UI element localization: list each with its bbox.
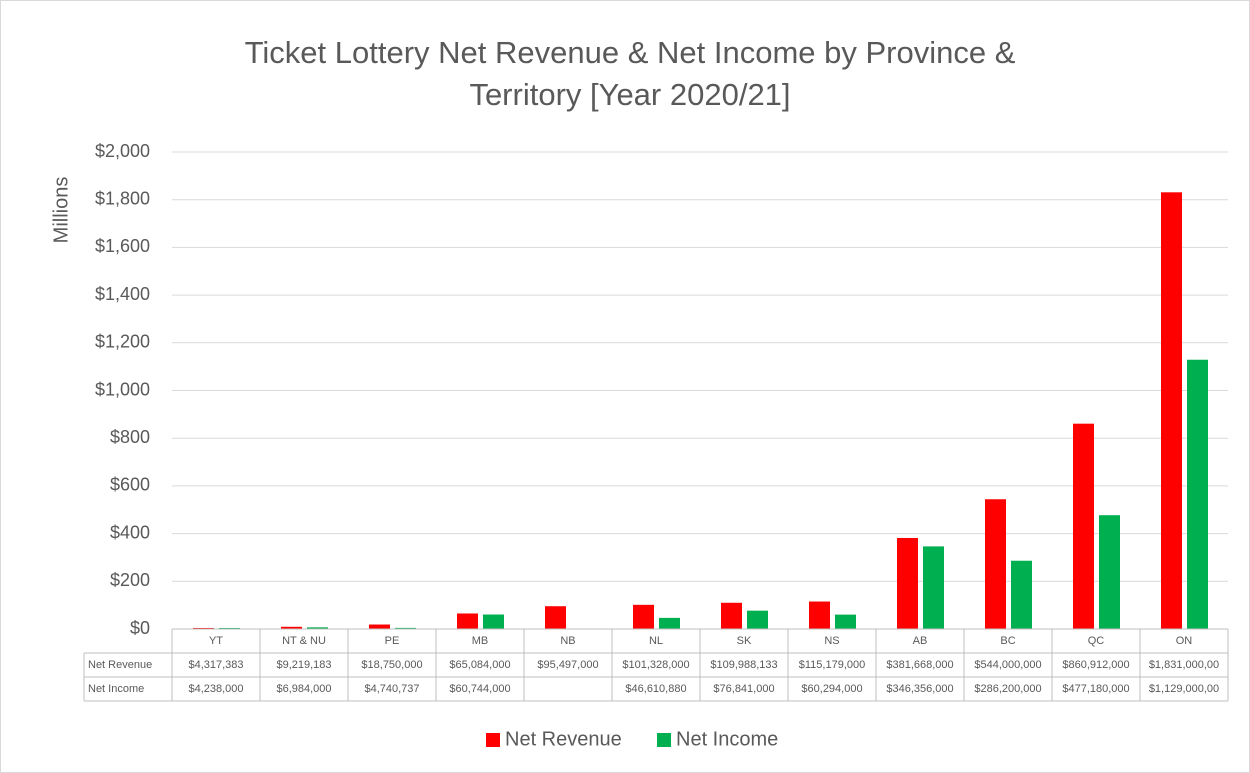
- x-tick-label: YT: [209, 635, 223, 647]
- x-tick-label: NB: [560, 635, 575, 647]
- table-row-label: Net Income: [88, 683, 144, 695]
- legend-label: Net Revenue: [505, 728, 622, 750]
- data-label: $544,000,000: [974, 659, 1041, 671]
- bar: [307, 627, 328, 629]
- y-tick-label: $2,000: [95, 141, 150, 161]
- bar: [369, 624, 390, 629]
- y-tick-label: $1,600: [95, 236, 150, 256]
- y-tick-label: $400: [110, 522, 150, 542]
- bar: [809, 601, 830, 629]
- x-tick-label: ON: [1176, 635, 1193, 647]
- x-tick-label: NS: [824, 635, 839, 647]
- data-label: $60,294,000: [801, 683, 862, 695]
- bar: [897, 537, 918, 629]
- data-label: $101,328,000: [622, 659, 689, 671]
- y-tick-label: $1,200: [95, 332, 150, 352]
- legend-swatch: [486, 733, 500, 747]
- data-label: $65,084,000: [449, 659, 510, 671]
- chart-title: Ticket Lottery Net Revenue & Net Income …: [245, 35, 1016, 70]
- data-label: $860,912,000: [1062, 659, 1129, 671]
- chart-title: Territory [Year 2020/21]: [469, 77, 790, 112]
- bar: [193, 627, 214, 629]
- legend-label: Net Income: [676, 728, 778, 750]
- y-tick-label: $1,400: [95, 284, 150, 304]
- bar: [1099, 515, 1120, 629]
- bar: [1187, 359, 1208, 629]
- bar: [923, 546, 944, 629]
- y-tick-label: $200: [110, 570, 150, 590]
- data-label: $4,317,383: [188, 659, 243, 671]
- bar: [721, 602, 742, 629]
- x-tick-label: QC: [1088, 635, 1105, 647]
- data-label: $95,497,000: [537, 659, 598, 671]
- bar: [1073, 423, 1094, 629]
- y-tick-label: $800: [110, 427, 150, 447]
- x-tick-label: MB: [472, 635, 489, 647]
- x-tick-label: NL: [649, 635, 663, 647]
- y-tick-label: $0: [130, 618, 150, 638]
- y-tick-label: $1,800: [95, 188, 150, 208]
- data-label: $60,744,000: [449, 683, 510, 695]
- bar: [281, 626, 302, 629]
- x-tick-label: SK: [737, 635, 752, 647]
- data-label: $18,750,000: [361, 659, 422, 671]
- bar: [457, 613, 478, 629]
- data-label: $9,219,183: [276, 659, 331, 671]
- legend-swatch: [657, 733, 671, 747]
- table-row-label: Net Revenue: [88, 659, 152, 671]
- data-label: $115,179,000: [799, 659, 865, 671]
- bar: [747, 610, 768, 629]
- data-label: $76,841,000: [713, 683, 774, 695]
- x-tick-label: NT & NU: [282, 635, 326, 647]
- bar: [219, 627, 240, 629]
- data-label: $1,129,000,00: [1149, 683, 1219, 695]
- data-label: $477,180,000: [1062, 683, 1129, 695]
- data-label: $286,200,000: [974, 683, 1041, 695]
- bar: [545, 606, 566, 629]
- data-label: $4,238,000: [188, 683, 243, 695]
- data-label: $6,984,000: [276, 683, 331, 695]
- bar: [985, 499, 1006, 629]
- data-label: $346,356,000: [886, 683, 953, 695]
- bar: [395, 627, 416, 629]
- y-tick-label: $1,000: [95, 379, 150, 399]
- data-label: $4,740,737: [364, 683, 419, 695]
- x-tick-label: BC: [1000, 635, 1015, 647]
- bar: [633, 604, 654, 629]
- x-tick-label: AB: [913, 635, 928, 647]
- x-tick-label: PE: [385, 635, 400, 647]
- y-axis-label: Millions: [50, 177, 72, 244]
- bar: [835, 614, 856, 629]
- data-label: $109,988,133: [710, 659, 777, 671]
- bar: [483, 614, 504, 629]
- bar: [659, 617, 680, 629]
- bar: [1161, 192, 1182, 629]
- data-label: $381,668,000: [886, 659, 953, 671]
- data-label: $1,831,000,00: [1149, 659, 1219, 671]
- y-tick-label: $600: [110, 475, 150, 495]
- bar: [1011, 560, 1032, 629]
- data-label: $46,610,880: [625, 683, 686, 695]
